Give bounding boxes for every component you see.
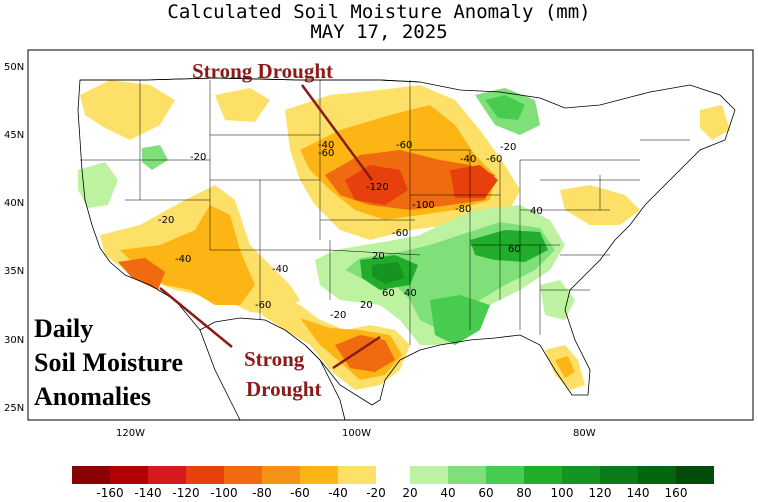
dry-region-sw-core (118, 258, 165, 290)
map-date: MAY 17, 2025 (310, 21, 448, 43)
dry-region-west-inner (120, 205, 255, 305)
legend-swatch (186, 466, 224, 484)
contour-label: -60 (486, 154, 502, 165)
contour-label: -60 (318, 148, 334, 159)
contour-label: -80 (455, 204, 471, 215)
callout-strong-south: Strong (244, 347, 305, 371)
lon-label: 80W (573, 428, 596, 439)
inset-line-3: Anomalies (34, 382, 151, 411)
legend-swatch (638, 466, 676, 484)
contour-label: -40 (460, 154, 476, 165)
legend-label: -20 (366, 486, 386, 500)
lat-label: 35N (4, 266, 24, 277)
dry-region-texas-core (335, 335, 395, 372)
lat-label: 25N (4, 403, 24, 414)
contour-label: -20 (190, 152, 206, 163)
legend-label: -60 (290, 486, 310, 500)
callout-arrows (159, 84, 381, 370)
wet-region-nw (78, 162, 118, 208)
legend-swatch (148, 466, 186, 484)
legend-label: 120 (588, 486, 612, 500)
contour-label: -20 (330, 310, 346, 321)
legend-label: 160 (664, 486, 688, 500)
lat-label: 50N (4, 62, 24, 73)
lat-label: 40N (4, 198, 24, 209)
legend-label: 100 (550, 486, 574, 500)
contour-label: 60 (382, 288, 395, 299)
legend-swatch (524, 466, 562, 484)
legend-swatch (562, 466, 600, 484)
contour-label: -60 (396, 140, 412, 151)
contour-label: -40 (318, 140, 334, 151)
callout-strong-drought-north: Strong Drought (192, 59, 333, 83)
longitude-labels: 120W 100W 80W (116, 428, 596, 439)
legend-swatch (110, 466, 148, 484)
dry-region-florida-core (555, 356, 575, 378)
dry-region-iowa-max (450, 165, 498, 198)
legend-swatch (676, 466, 714, 484)
legend-label: -160 (96, 486, 124, 500)
legend-swatch (262, 466, 300, 484)
contour-label: -100 (412, 200, 435, 211)
legend-swatch (410, 466, 448, 484)
wet-region-great-lakes-core (485, 95, 525, 120)
map-title: Calculated Soil Moisture Anomaly (mm) (167, 1, 591, 23)
lon-label: 120W (116, 428, 145, 439)
mexico-border (304, 344, 346, 421)
latitude-labels: 50N 45N 40N 35N 30N 25N (4, 62, 24, 414)
baja-california (199, 329, 241, 421)
legend-label: -120 (172, 486, 200, 500)
legend-label: -140 (134, 486, 162, 500)
legend-label: -100 (210, 486, 238, 500)
contour-label: -20 (500, 142, 516, 153)
contour-label: -40 (272, 264, 288, 275)
lat-label: 45N (4, 130, 24, 141)
contour-label: -20 (158, 215, 174, 226)
legend-label: 80 (516, 486, 532, 500)
legend-label: -80 (252, 486, 272, 500)
legend-swatch (338, 466, 376, 484)
contour-label: 20 (372, 251, 385, 262)
callout-arrow-north (300, 84, 374, 181)
wet-region-tennessee-core (470, 230, 548, 262)
contour-labels: -20 -20 -20 -20 -40 -40 -40 -40 -60 -60 … (158, 140, 543, 321)
legend-swatch (448, 466, 486, 484)
wet-region-oklahoma-max (372, 262, 405, 284)
contour-label: -120 (366, 182, 389, 193)
legend-swatch (486, 466, 524, 484)
dry-region-maine (700, 105, 730, 140)
inset-line-1: Daily (34, 314, 94, 343)
wet-region-gulf (430, 295, 490, 345)
lon-label: 100W (342, 428, 371, 439)
legend-swatch (224, 466, 262, 484)
inset-line-2: Soil Moisture (34, 348, 184, 377)
legend-label: 40 (440, 486, 456, 500)
callout-arrow-southwest (159, 287, 233, 348)
dry-region-montana (215, 88, 270, 122)
contour-label: -60 (255, 300, 271, 311)
legend-label: -40 (328, 486, 348, 500)
legend-swatch (300, 466, 338, 484)
canada-border (80, 77, 421, 83)
legend-label: 20 (402, 486, 418, 500)
legend-swatch (600, 466, 638, 484)
legend-label: 60 (478, 486, 494, 500)
legend-label: 140 (626, 486, 650, 500)
legend-swatch (72, 466, 110, 484)
callout-drought-south: Drought (246, 377, 321, 401)
contour-label: 20 (360, 300, 373, 311)
contour-label: -60 (392, 228, 408, 239)
dry-region-nebraska-max (345, 165, 408, 205)
callout-arrow-texas (332, 335, 381, 370)
state-lines (80, 80, 690, 345)
contour-label: -40 (175, 254, 191, 265)
dry-region-nw (80, 80, 175, 140)
wet-region-idaho (142, 145, 168, 170)
contour-label: 40 (530, 206, 543, 217)
contour-label: 60 (508, 244, 521, 255)
contour-label: 40 (404, 288, 417, 299)
lat-label: 30N (4, 335, 24, 346)
